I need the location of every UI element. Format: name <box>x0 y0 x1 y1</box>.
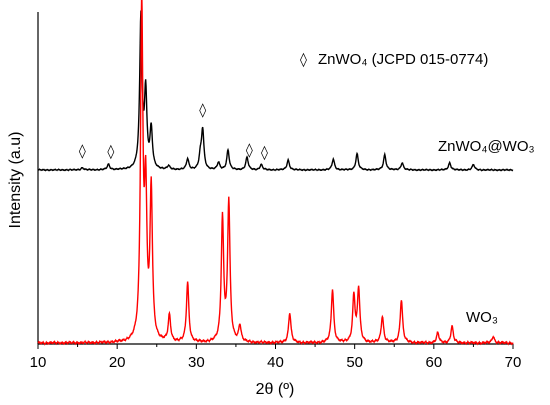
series-line-1 <box>37 0 514 346</box>
series-label-znwo4-wo3: ZnWO₄@WO₃ <box>438 138 535 155</box>
x-tick-label-60: 60 <box>425 354 442 371</box>
x-tick-label-10: 10 <box>30 354 47 371</box>
series-line-0 <box>37 10 514 172</box>
diamond-marker-icon-4: ◊ <box>261 145 268 161</box>
legend-diamond-icon: ◊ <box>300 52 307 68</box>
y-axis-label: Intensity (a.u) <box>7 132 24 229</box>
diamond-marker-icon-1: ◊ <box>107 144 114 160</box>
x-tick-label-40: 40 <box>267 354 284 371</box>
series-label-wo3: WO₃ <box>466 309 498 326</box>
diamond-marker-icon-2: ◊ <box>199 103 206 119</box>
x-axis-label: 2θ (º) <box>256 381 295 398</box>
axes: 10 20 30 40 50 60 70 <box>30 12 522 371</box>
diamond-marker-icon-3: ◊ <box>246 142 253 158</box>
x-tick-label-20: 20 <box>109 354 126 371</box>
legend-text: ZnWO₄ (JCPD 015-0774) <box>318 51 488 68</box>
x-tick-label-70: 70 <box>505 354 522 371</box>
diamond-marker-icon-0: ◊ <box>79 144 86 160</box>
x-tick-label-30: 30 <box>188 354 205 371</box>
series-layer <box>37 0 514 346</box>
x-tick-label-50: 50 <box>346 354 363 371</box>
diamond-markers: ◊ ◊ ◊ ◊ ◊ <box>79 103 268 161</box>
